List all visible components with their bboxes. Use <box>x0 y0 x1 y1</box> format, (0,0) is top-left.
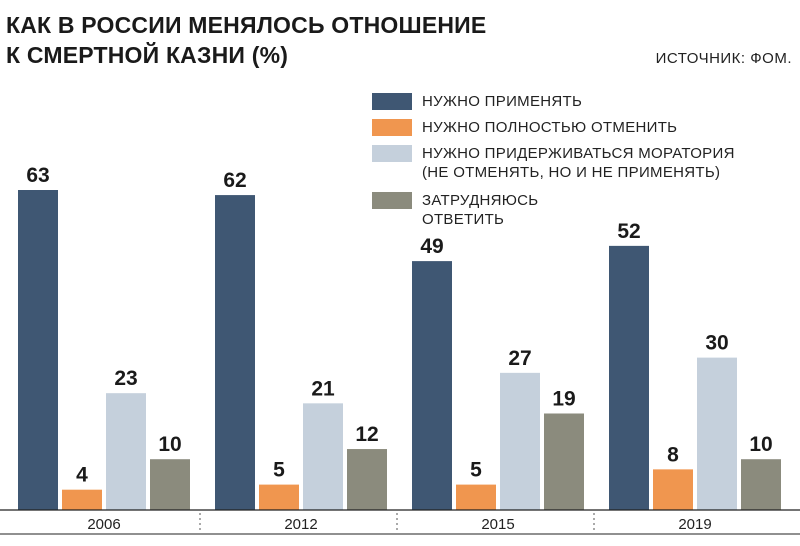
data-label-2019-series-0: 52 <box>617 220 640 243</box>
legend-label-apply: НУЖНО ПРИМЕНЯТЬ <box>422 93 583 110</box>
x-tick-label-2015: 2015 <box>481 516 514 533</box>
x-tick-label-2012: 2012 <box>284 516 317 533</box>
legend-label-undecided: ЗАТРУДНЯЮСЬ ОТВЕТИТЬ <box>422 192 539 228</box>
x-tick-label-2006: 2006 <box>87 516 120 533</box>
chart-title-line-1: КАК В РОССИИ МЕНЯЛОСЬ ОТНОШЕНИЕ <box>6 12 487 38</box>
legend-item-apply: НУЖНО ПРИМЕНЯТЬ <box>372 92 582 111</box>
bar-2015-series-2 <box>500 372 540 510</box>
bar-2006-series-1 <box>62 489 102 510</box>
bar-2015-series-3 <box>544 413 584 510</box>
bar-2019-series-0 <box>609 245 649 510</box>
x-tick-label-2019: 2019 <box>678 516 711 533</box>
chart-title-line-2: К СМЕРТНОЙ КАЗНИ (%) <box>6 42 289 68</box>
legend-swatch-moratorium <box>372 145 412 162</box>
bar-2012-series-0 <box>215 195 255 511</box>
data-label-2006-series-0: 63 <box>26 164 49 187</box>
legend-item-moratorium: НУЖНО ПРИДЕРЖИВАТЬСЯ МОРАТОРИЯ (НЕ ОТМЕН… <box>372 144 735 182</box>
bar-2006-series-0 <box>18 190 58 510</box>
bar-2019-series-2 <box>697 357 737 510</box>
data-label-2015-series-3: 19 <box>552 387 575 410</box>
bar-2006-series-3 <box>150 459 190 510</box>
data-label-2012-series-3: 12 <box>355 423 378 446</box>
data-label-2006-series-3: 10 <box>158 433 181 456</box>
chart-title: КАК В РОССИИ МЕНЯЛОСЬ ОТНОШЕНИЕ К СМЕРТН… <box>6 10 566 70</box>
data-label-2019-series-3: 10 <box>749 433 772 456</box>
bar-2012-series-3 <box>347 449 387 510</box>
legend-item-undecided: ЗАТРУДНЯЮСЬ ОТВЕТИТЬ <box>372 191 538 229</box>
bar-2019-series-3 <box>741 459 781 510</box>
data-label-2006-series-1: 4 <box>76 464 88 487</box>
data-label-2015-series-0: 49 <box>420 235 443 258</box>
data-label-2019-series-2: 30 <box>705 332 728 355</box>
bar-2015-series-0 <box>412 261 452 510</box>
source-note: ИСТОЧНИК: ФОМ. <box>655 50 792 67</box>
bar-2012-series-1 <box>259 484 299 510</box>
data-label-2012-series-2: 21 <box>311 377 335 400</box>
bar-2006-series-2 <box>106 393 146 510</box>
data-label-2006-series-2: 23 <box>114 367 137 390</box>
legend-label-abolish: НУЖНО ПОЛНОСТЬЮ ОТМЕНИТЬ <box>422 119 678 136</box>
data-label-2015-series-2: 27 <box>508 347 531 370</box>
legend-swatch-undecided <box>372 192 412 209</box>
data-label-2012-series-0: 62 <box>223 169 246 192</box>
bar-2015-series-1 <box>456 484 496 510</box>
data-label-2019-series-1: 8 <box>667 443 679 466</box>
legend-label-moratorium: НУЖНО ПРИДЕРЖИВАТЬСЯ МОРАТОРИЯ (НЕ ОТМЕН… <box>422 145 735 181</box>
legend-swatch-abolish <box>372 119 412 136</box>
data-label-2015-series-1: 5 <box>470 459 482 482</box>
bar-2012-series-2 <box>303 403 343 510</box>
data-label-2012-series-1: 5 <box>273 459 285 482</box>
legend-item-abolish: НУЖНО ПОЛНОСТЬЮ ОТМЕНИТЬ <box>372 118 677 137</box>
legend-swatch-apply <box>372 93 412 110</box>
bar-2019-series-1 <box>653 469 693 510</box>
